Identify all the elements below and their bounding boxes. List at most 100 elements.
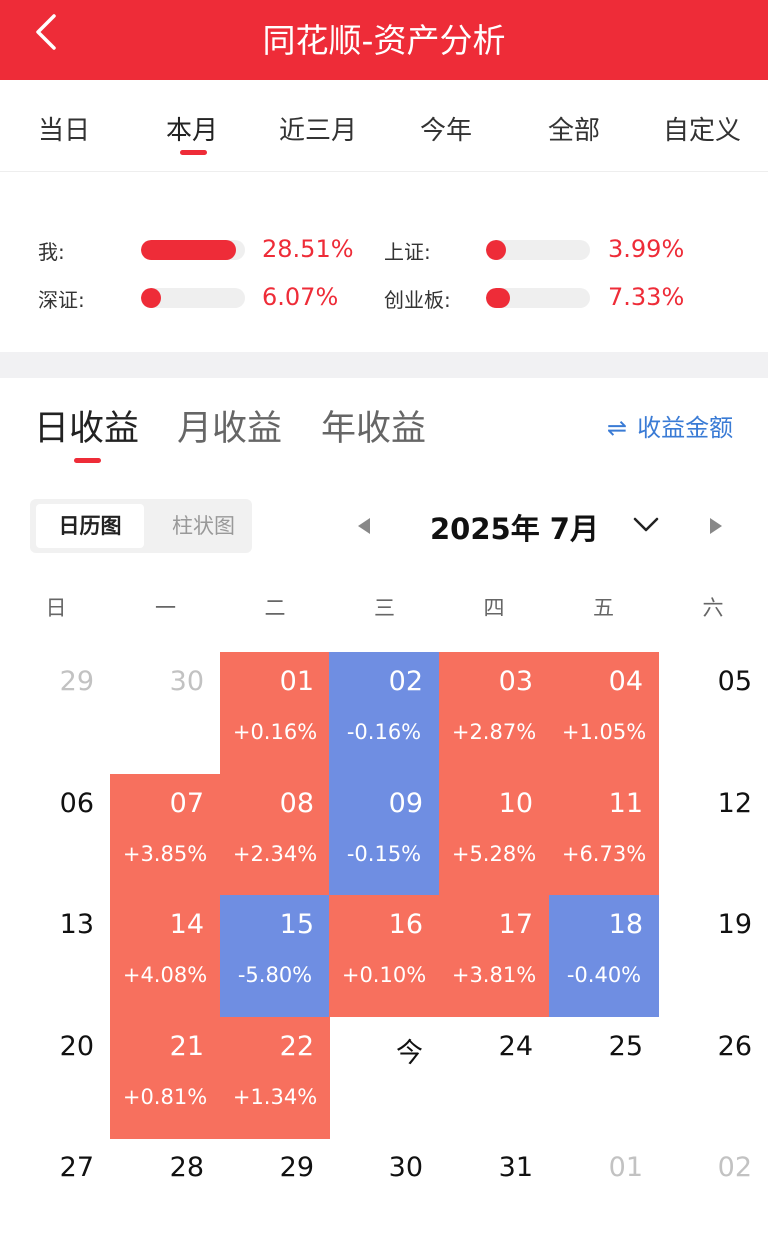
tab-all[interactable]: 全部 [547,116,601,146]
tab-yearly-return[interactable]: 年收益 [321,409,427,449]
calendar-day-cell[interactable]: 06 [0,774,110,896]
compare-value-me: 28.51% [262,235,354,263]
calendar-day-cell[interactable]: 08 +2.34% [220,773,330,896]
calendar-day-cell[interactable]: 今 [329,1017,439,1139]
calendar-day-return: +2.87% [451,720,537,744]
calendar-view-button[interactable]: 日历图 [36,504,144,548]
calendar-day-number: 02 [388,666,423,697]
calendar-day-cell[interactable]: 22 +1.34% [220,1016,330,1139]
calendar-day-return: +4.08% [122,963,208,987]
calendar-day-number: 19 [717,909,752,940]
calendar-day-cell[interactable]: 29 [0,652,110,774]
calendar-day-cell[interactable]: 20 [0,1017,110,1139]
calendar-day-cell[interactable]: 15 -5.80% [220,895,330,1017]
next-month-icon[interactable] [704,514,728,538]
calendar-day-cell[interactable]: 31 [439,1138,549,1260]
compare-bar-fill-me [141,240,236,260]
weekday-label: 日 [45,596,67,620]
compare-label-cyb: 创业板: [384,288,451,312]
calendar-day-cell[interactable]: 12 [658,774,768,896]
calendar-day-cell[interactable]: 11 +6.73% [549,773,659,896]
calendar-day-number: 01 [279,666,314,697]
calendar-day-number: 11 [608,787,643,819]
calendar-day-cell[interactable]: 01 [549,1138,659,1260]
calendar-day-cell[interactable]: 24 [439,1017,549,1139]
calendar-day-cell[interactable]: 30 [110,652,220,774]
calendar-day-cell[interactable]: 30 [329,1138,439,1260]
calendar-day-cell[interactable]: 21 +0.81% [110,1016,220,1139]
tab-this-month[interactable]: 本月 [165,116,219,146]
page-title: 同花顺-资产分析 [262,21,506,60]
tab-monthly-return[interactable]: 月收益 [177,409,283,449]
calendar-day-cell[interactable]: 17 +3.81% [439,895,549,1017]
weekday-label: 一 [155,596,176,620]
compare-bar-me [141,240,245,260]
calendar-day-cell[interactable]: 07 +3.85% [110,773,220,896]
weekday-label: 四 [483,596,505,620]
weekday-label: 二 [264,596,286,620]
tab-this-year[interactable]: 今年 [419,116,473,146]
calendar-day-number: 24 [498,1030,533,1062]
back-icon[interactable] [26,10,70,54]
calendar-day-number: 02 [717,1152,752,1183]
calendar-day-number: 30 [169,666,204,697]
calendar-day-return: +0.10% [341,963,427,987]
calendar-day-cell[interactable]: 13 [0,895,110,1017]
calendar-day-cell[interactable]: 04 +1.05% [549,652,659,774]
calendar-day-return: +0.16% [232,720,318,744]
compare-label-sz: 深证: [38,288,85,312]
calendar-day-return: -5.80% [237,963,313,987]
calendar-day-number: 18 [608,909,643,940]
calendar-day-number: 20 [59,1030,94,1062]
calendar-day-return: +1.34% [232,1084,318,1109]
calendar-day-return: +3.81% [451,963,537,987]
compare-bar-fill-sh [486,240,506,260]
calendar-day-number: 17 [498,909,533,940]
active-return-tab-indicator [74,458,101,463]
calendar-day-number: 13 [59,909,94,940]
calendar-day-cell[interactable]: 02 -0.16% [329,652,439,774]
prev-month-icon[interactable] [352,514,376,538]
calendar-day-cell[interactable]: 10 +5.28% [439,773,549,896]
calendar-day-cell[interactable]: 16 +0.10% [329,895,439,1017]
compare-bar-fill-sz [141,288,161,308]
calendar-day-number: 08 [279,787,314,819]
calendar-day-cell[interactable]: 14 +4.08% [110,895,220,1017]
calendar-day-cell[interactable]: 03 +2.87% [439,652,549,774]
active-tab-indicator [180,150,207,155]
calendar-day-number: 30 [388,1152,423,1183]
calendar-day-cell[interactable]: 09 -0.15% [329,773,439,896]
calendar-day-cell[interactable]: 19 [658,895,768,1017]
calendar-day-number: 29 [279,1152,314,1183]
calendar-day-number: 10 [498,787,533,819]
calendar-day-cell[interactable]: 27 [0,1138,110,1260]
calendar-day-number: 12 [717,787,752,819]
calendar-day-number: 28 [169,1152,204,1183]
calendar-day-cell[interactable]: 28 [110,1138,220,1260]
calendar-day-number: 29 [59,666,94,697]
calendar-day-return: +6.73% [561,841,647,866]
tab-today[interactable]: 当日 [37,116,91,146]
calendar-day-return: +3.85% [122,841,208,866]
calendar-day-cell[interactable]: 25 [549,1017,659,1139]
calendar-day-cell[interactable]: 05 [658,652,768,774]
amount-toggle-button[interactable]: ⇌ 收益金额 [607,408,733,443]
bar-view-button[interactable]: 柱状图 [172,514,235,538]
calendar-day-number: 05 [717,666,752,697]
calendar-day-cell[interactable]: 18 -0.40% [549,895,659,1017]
calendar-day-cell[interactable]: 26 [658,1017,768,1139]
calendar-day-return: -0.15% [346,841,422,866]
calendar-day-cell[interactable]: 01 +0.16% [220,652,330,774]
calendar-day-cell[interactable]: 02 [658,1138,768,1260]
weekday-label: 六 [702,596,724,620]
calendar-day-return: -0.40% [566,963,642,987]
calendar-day-number: 31 [498,1152,533,1183]
tab-three-months[interactable]: 近三月 [278,116,358,146]
tab-daily-return[interactable]: 日收益 [34,409,140,449]
compare-bar-fill-cyb [486,288,510,308]
chevron-down-icon[interactable] [630,511,662,539]
calendar-day-cell[interactable]: 29 [220,1138,330,1260]
calendar-day-number: 06 [59,787,94,819]
compare-label-me: 我: [38,240,65,264]
tab-custom[interactable]: 自定义 [662,116,742,146]
